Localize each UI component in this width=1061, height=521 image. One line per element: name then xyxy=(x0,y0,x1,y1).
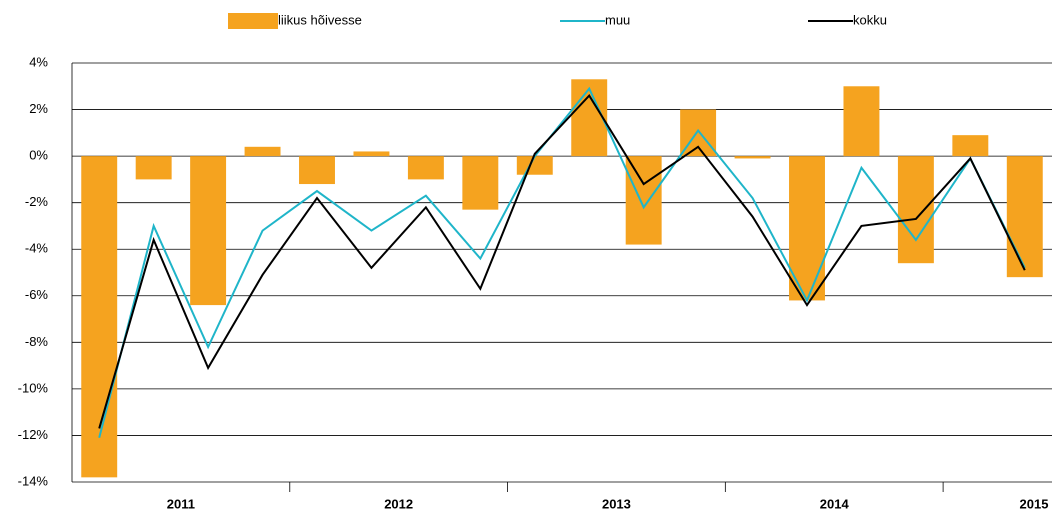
y-tick-label: -14% xyxy=(18,473,49,488)
y-tick-label: 4% xyxy=(29,54,48,69)
x-group-label: 2013 xyxy=(602,496,631,511)
legend-label: muu xyxy=(605,12,630,27)
legend-label: liikus hõivesse xyxy=(278,12,362,27)
bar xyxy=(462,156,499,210)
legend-swatch xyxy=(228,13,278,29)
y-tick-label: 2% xyxy=(29,101,48,116)
y-tick-label: -12% xyxy=(18,427,49,442)
y-tick-label: -2% xyxy=(25,194,49,209)
y-tick-label: -8% xyxy=(25,334,49,349)
x-group-label: 2015 xyxy=(1020,496,1049,511)
y-tick-label: 0% xyxy=(29,148,48,163)
bar xyxy=(81,156,118,478)
bar xyxy=(299,156,335,185)
y-tick-label: -4% xyxy=(25,241,49,256)
bar xyxy=(244,146,281,157)
bar xyxy=(1006,156,1043,278)
y-tick-label: -6% xyxy=(25,287,49,302)
line xyxy=(98,93,1026,429)
bar xyxy=(135,156,172,180)
line xyxy=(98,86,1026,439)
bar xyxy=(952,135,989,157)
bar xyxy=(843,86,880,157)
bar xyxy=(190,156,227,306)
bar xyxy=(516,156,553,175)
x-group-label: 2011 xyxy=(167,496,195,511)
bar xyxy=(407,156,444,180)
y-tick-label: -10% xyxy=(18,380,49,395)
x-group-label: 2012 xyxy=(384,496,413,511)
bar xyxy=(897,156,934,264)
bar xyxy=(625,156,662,245)
x-group-label: 2014 xyxy=(820,496,850,511)
bar xyxy=(571,79,608,157)
legend-label: kokku xyxy=(853,12,887,27)
bar xyxy=(734,156,771,159)
bar xyxy=(353,151,390,157)
